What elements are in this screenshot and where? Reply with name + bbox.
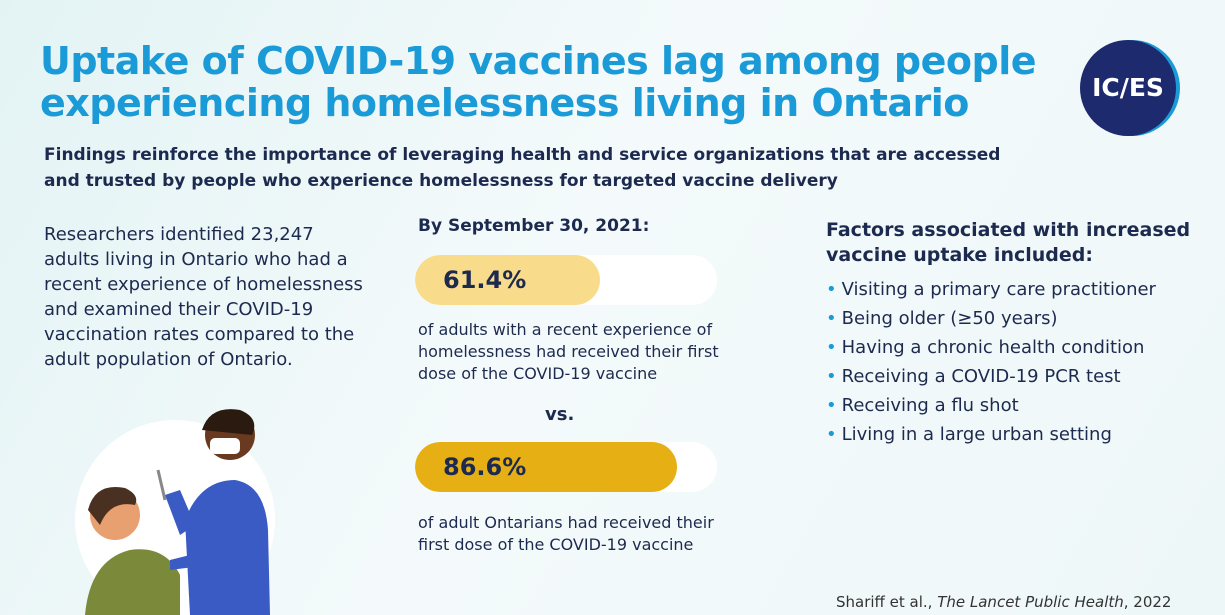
- stats-heading: By September 30, 2021:: [418, 216, 649, 236]
- stat-text-line: homelessness had received their first: [418, 341, 719, 363]
- stat-value: 86.6%: [443, 442, 526, 492]
- intro-line: recent experience of homelessness: [44, 272, 363, 297]
- factor-item: Being older (≥50 years): [826, 304, 1156, 333]
- subtitle: Findings reinforce the importance of lev…: [44, 142, 1000, 194]
- stat-text-line: of adult Ontarians had received their: [418, 512, 714, 534]
- factor-item: Visiting a primary care practitioner: [826, 275, 1156, 304]
- factor-item: Receiving a flu shot: [826, 391, 1156, 420]
- intro-line: vaccination rates compared to the: [44, 322, 363, 347]
- subtitle-line: and trusted by people who experience hom…: [44, 168, 1000, 194]
- factor-item: Receiving a COVID-19 PCR test: [826, 362, 1156, 391]
- stat-text-line: dose of the COVID-19 vaccine: [418, 363, 719, 385]
- illustration: [70, 400, 290, 615]
- citation-year: , 2022: [1124, 593, 1172, 611]
- factor-item: Living in a large urban setting: [826, 420, 1156, 449]
- intro-line: adults living in Ontario who had a: [44, 247, 363, 272]
- title-line: Uptake of COVID-19 vaccines lag among pe…: [40, 40, 1036, 82]
- subtitle-line: Findings reinforce the importance of lev…: [44, 142, 1000, 168]
- logo: IC/ES: [1080, 40, 1176, 136]
- intro-line: and examined their COVID-19: [44, 297, 363, 322]
- citation: Shariff et al., The Lancet Public Health…: [836, 593, 1171, 611]
- title-line: experiencing homelessness living in Onta…: [40, 82, 1036, 124]
- factor-item: Having a chronic health condition: [826, 333, 1156, 362]
- citation-authors: Shariff et al.,: [836, 593, 932, 611]
- stat-text-line: of adults with a recent experience of: [418, 319, 719, 341]
- intro-line: adult population of Ontario.: [44, 347, 363, 372]
- vs-label: vs.: [545, 404, 574, 425]
- citation-journal: The Lancet Public Health: [937, 593, 1124, 611]
- stat-value: 61.4%: [443, 255, 526, 305]
- infographic: Uptake of COVID-19 vaccines lag among pe…: [0, 0, 1225, 615]
- factors-list: Visiting a primary care practitionerBein…: [826, 275, 1156, 449]
- factors-heading-line: vaccine uptake included:: [826, 243, 1190, 268]
- title: Uptake of COVID-19 vaccines lag among pe…: [40, 40, 1036, 124]
- factors-heading-line: Factors associated with increased: [826, 218, 1190, 243]
- stat-text-line: first dose of the COVID-19 vaccine: [418, 534, 714, 556]
- intro-line: Researchers identified 23,247: [44, 222, 363, 247]
